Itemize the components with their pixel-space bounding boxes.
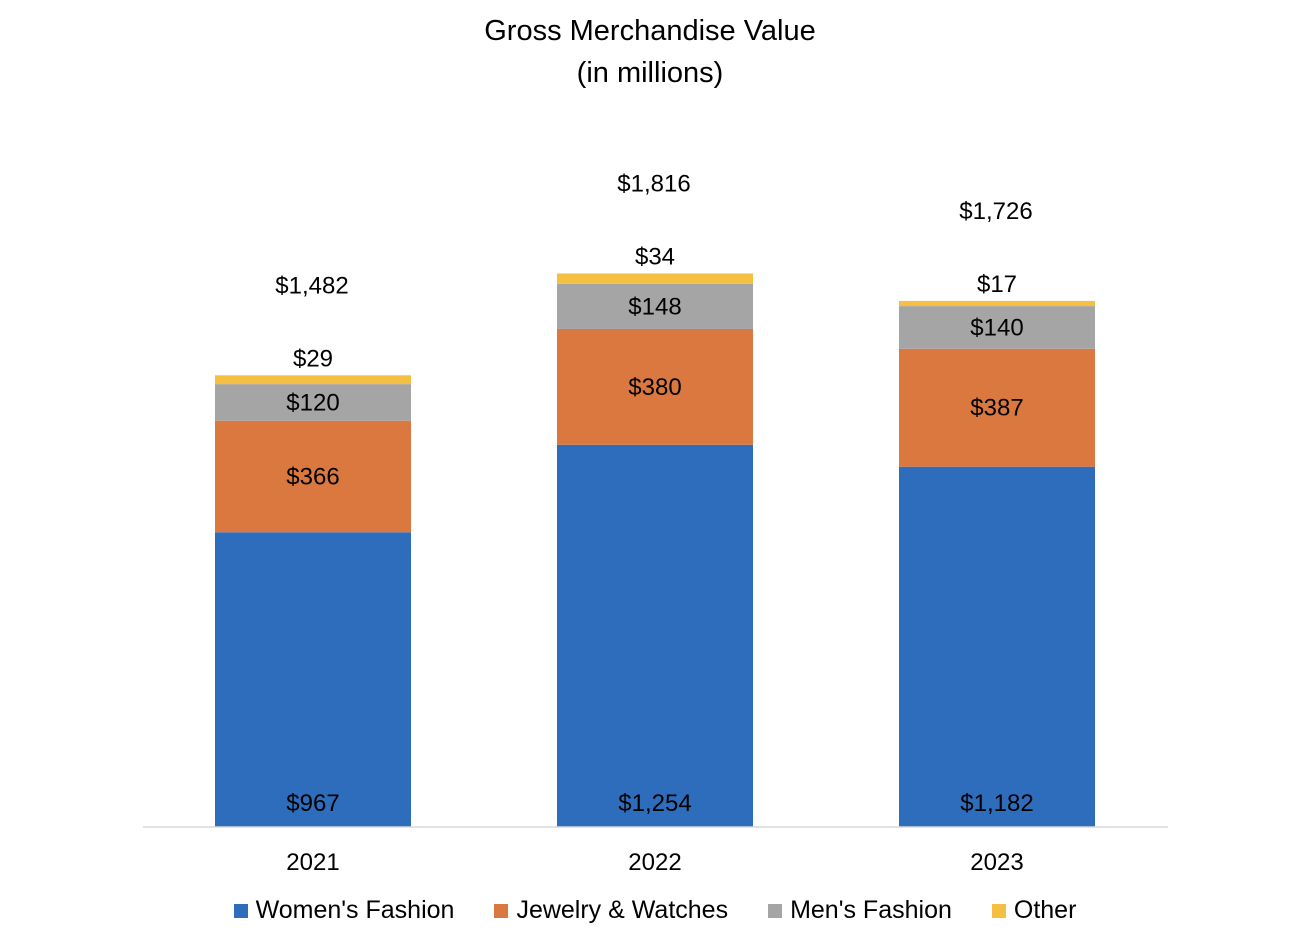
- legend-label-other: Other: [1013, 896, 1077, 924]
- legend: Women's Fashion Jewelry & Watches Men's …: [0, 896, 1310, 925]
- x-tick-labels: 2021 2022 2023: [286, 849, 1023, 876]
- bars-group: $967 $366 $120 $29 $1,482 $1,254 $380 $148 $34 $1…: [215, 170, 1095, 827]
- data-label-men-s-fashion-2023: $140: [970, 314, 1023, 341]
- data-label-women-s-fashion-2022: $1,254: [618, 790, 691, 817]
- data-label-other-2021: $29: [293, 345, 333, 372]
- data-label-other-2022: $34: [635, 243, 675, 270]
- legend-item-other[interactable]: Other: [991, 896, 1077, 925]
- data-label-men-s-fashion-2021: $120: [286, 389, 339, 416]
- data-label-jewelry-and-watches-2022: $380: [628, 374, 681, 401]
- data-label-jewelry-and-watches-2023: $387: [970, 395, 1023, 422]
- total-label-2022: $1,816: [617, 170, 690, 197]
- data-label-other-2023: $17: [977, 271, 1017, 298]
- bar-jewelry-and-watches-2022[interactable]: [557, 328, 753, 445]
- bar-women-s-fashion-2023[interactable]: [899, 466, 1095, 827]
- total-label-2023: $1,726: [959, 198, 1032, 225]
- legend-item-mens-fashion[interactable]: Men's Fashion: [768, 896, 952, 925]
- x-tick-label-2021: 2021: [286, 849, 339, 876]
- data-label-women-s-fashion-2021: $967: [286, 790, 339, 817]
- legend-label-mens-fashion: Men's Fashion: [790, 896, 952, 924]
- bar-other-2021[interactable]: [215, 375, 411, 385]
- legend-swatch-mens-fashion: [768, 903, 783, 918]
- data-label-women-s-fashion-2023: $1,182: [960, 790, 1033, 817]
- legend-item-jewelry-watches[interactable]: Jewelry & Watches: [494, 896, 728, 925]
- bar-other-2022[interactable]: [557, 273, 753, 284]
- x-tick-label-2022: 2022: [628, 849, 681, 876]
- chart-subtitle: (in millions): [577, 57, 724, 89]
- legend-swatch-jewelry-watches: [494, 903, 509, 918]
- bar-men-s-fashion-2023[interactable]: [899, 306, 1095, 349]
- bar-men-s-fashion-2022[interactable]: [557, 283, 753, 329]
- legend-swatch-womens-fashion: [233, 903, 248, 918]
- legend-label-jewelry-watches: Jewelry & Watches: [516, 896, 729, 924]
- bar-jewelry-and-watches-2021[interactable]: [215, 420, 411, 533]
- data-label-jewelry-and-watches-2021: $366: [286, 463, 339, 490]
- legend-item-womens-fashion[interactable]: Women's Fashion: [233, 896, 455, 925]
- bar-women-s-fashion-2022[interactable]: [557, 444, 753, 827]
- x-tick-label-2023: 2023: [970, 849, 1023, 876]
- legend-label-womens-fashion: Women's Fashion: [255, 896, 455, 924]
- bar-men-s-fashion-2021[interactable]: [215, 384, 411, 421]
- total-label-2021: $1,482: [275, 272, 348, 299]
- bar-women-s-fashion-2021[interactable]: [215, 532, 411, 827]
- chart-title: Gross Merchandise Value: [484, 15, 816, 47]
- bar-other-2023[interactable]: [899, 300, 1095, 307]
- data-label-men-s-fashion-2022: $148: [628, 293, 681, 320]
- legend-swatch-other: [991, 903, 1006, 918]
- bar-jewelry-and-watches-2023[interactable]: [899, 348, 1095, 467]
